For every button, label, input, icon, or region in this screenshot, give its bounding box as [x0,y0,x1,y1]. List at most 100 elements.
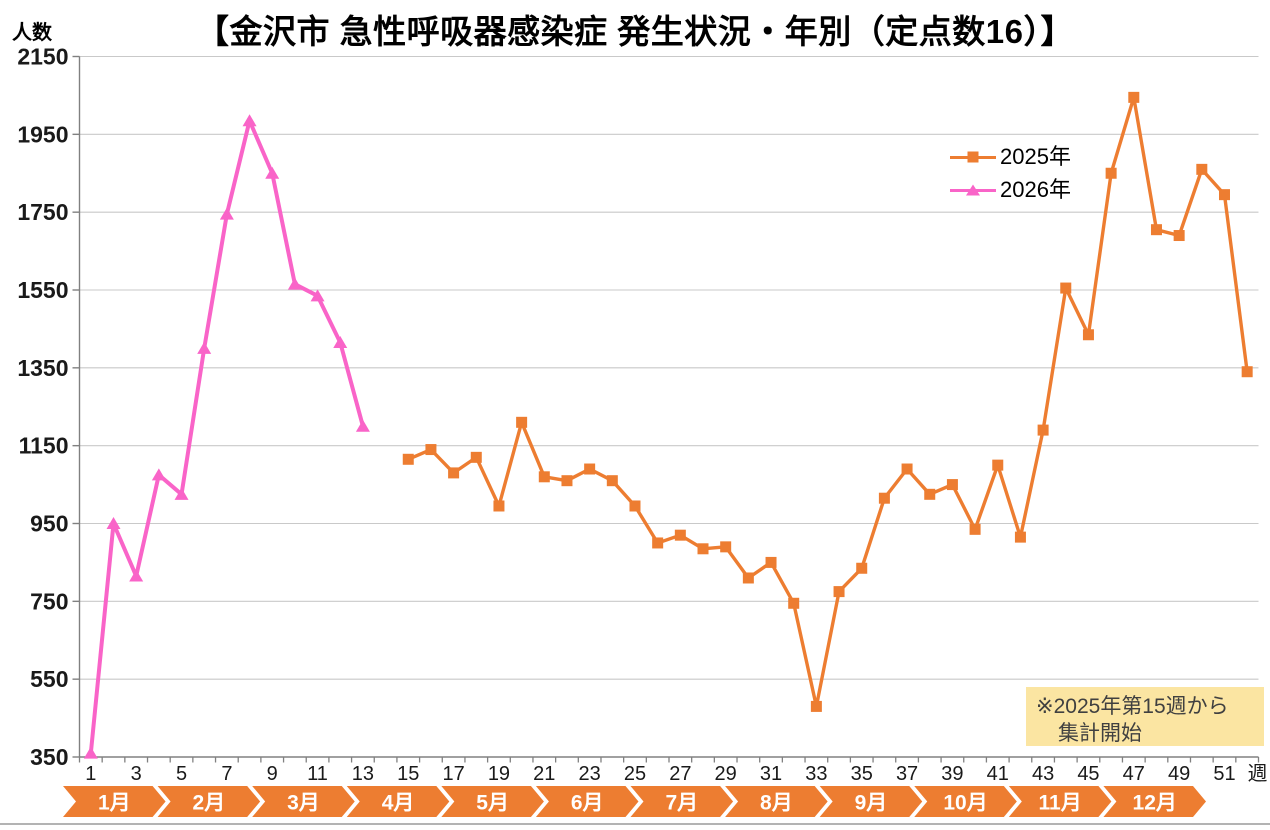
data-point-triangle [197,341,212,354]
month-segment-2月 [157,786,261,817]
data-point-triangle [174,487,189,500]
data-point-square [1128,91,1140,103]
data-point-square [629,500,641,512]
month-label: 12月 [1133,792,1177,815]
y-tick-label: 1550 [17,277,68,303]
data-point-square [674,529,686,541]
x-tick-label: 23 [579,763,601,785]
month-label: 1月 [98,792,131,815]
legend: 2025年 2026年 [950,144,1071,203]
bottom-divider [0,823,1270,825]
data-point-square [470,451,482,463]
data-point-square [1060,282,1072,294]
data-point-square [1105,167,1117,179]
x-tick-label: 43 [1032,763,1054,785]
x-tick-label: 45 [1077,763,1099,785]
x-tick-label: 15 [397,763,419,785]
x-tick-label: 37 [896,763,918,785]
month-segment-10月 [914,786,1017,817]
legend-line-2026 [950,184,996,196]
data-point-triangle [287,277,302,290]
series-line-2025年 [406,95,1249,709]
data-point-square [1173,230,1185,242]
data-point-square [742,572,754,584]
y-tick-label: 550 [30,666,68,692]
data-point-square [1241,366,1253,378]
x-tick-label: 35 [851,763,873,785]
month-segment-12月 [1103,786,1206,817]
data-point-square [561,475,573,487]
data-point-square [697,543,709,555]
x-tick-label: 13 [352,763,374,785]
x-axis [78,757,1260,763]
note-line-2: 集計開始 [1058,722,1142,746]
data-point-square [1196,163,1208,175]
series-2025年 [402,91,1253,712]
square-marker-icon [967,151,979,163]
data-point-triangle [265,166,280,179]
month-segment-5月 [441,786,544,817]
y-tick-label: 350 [30,744,68,770]
data-point-triangle [106,517,121,529]
data-point-square [969,523,981,535]
x-tick-label: 9 [267,763,278,785]
month-segment-9月 [819,786,923,817]
y-tick-label: 2150 [17,44,68,70]
data-point-square [1082,329,1094,341]
y-tick-labels: 350 550 750 950 1150 1350 1550 1750 1950 2150 [17,44,68,771]
month-label: 3月 [287,792,320,815]
month-label: 11月 [1039,792,1082,815]
data-point-square [788,597,800,609]
data-point-square [1014,531,1026,543]
x-tick-label: 1 [85,763,96,785]
data-point-triangle [129,569,144,582]
x-tick-label: 5 [176,763,187,785]
x-tick-label: 47 [1123,763,1145,785]
y-axis-title: 人数 [12,22,52,44]
y-tick-label: 750 [30,588,68,614]
y-tick-label: 1750 [17,199,68,225]
data-point-square [1218,189,1230,201]
data-point-square [810,700,822,712]
triangle-marker-icon [966,184,980,196]
data-point-square [992,459,1004,471]
data-point-square [1150,224,1162,236]
data-point-triangle [219,207,234,220]
month-label: 6月 [571,792,604,815]
data-point-square [425,444,437,456]
x-tick-label: 41 [987,763,1009,785]
data-point-square [720,541,732,553]
x-tick-label: 49 [1168,763,1190,785]
data-point-triangle [333,336,348,349]
data-point-square [901,463,913,475]
x-tick-label: 25 [624,763,646,785]
note-box: ※2025年第15週から 集計開始 [1026,687,1264,746]
data-point-square [878,492,890,504]
month-segment-6月 [535,786,639,817]
month-segment-11月 [1008,786,1112,817]
x-tick-label: 17 [442,763,464,785]
data-point-triangle [310,289,325,302]
y-axis [72,55,81,758]
data-point-square [493,500,505,512]
month-segment-1月 [63,786,166,817]
month-label: 9月 [855,792,888,815]
x-tick-label: 3 [131,763,142,785]
legend-item-2026: 2026年 [950,177,1071,203]
data-point-square [765,556,777,568]
x-tick-label: 51 [1213,763,1235,785]
month-band: 1月 2月 3月 4月 5月 6月 7月 8月 9月 10月 11月 12月 [63,786,1206,817]
page-title: 【金沢市 急性呼吸器感染症 発生状況・年別（定点数16）】 [195,13,1075,50]
month-segment-4月 [346,786,450,817]
data-point-square [448,467,460,479]
data-point-square [924,488,936,500]
y-tick-label: 1350 [17,355,68,381]
month-label: 7月 [665,792,698,815]
x-tick-label: 11 [307,763,328,785]
x-tick-label: 29 [715,763,737,785]
legend-label-2026: 2026年 [1000,177,1071,202]
month-segment-8月 [725,786,828,817]
note-line-1: ※2025年第15週から [1036,695,1229,718]
month-label: 10月 [943,792,987,815]
